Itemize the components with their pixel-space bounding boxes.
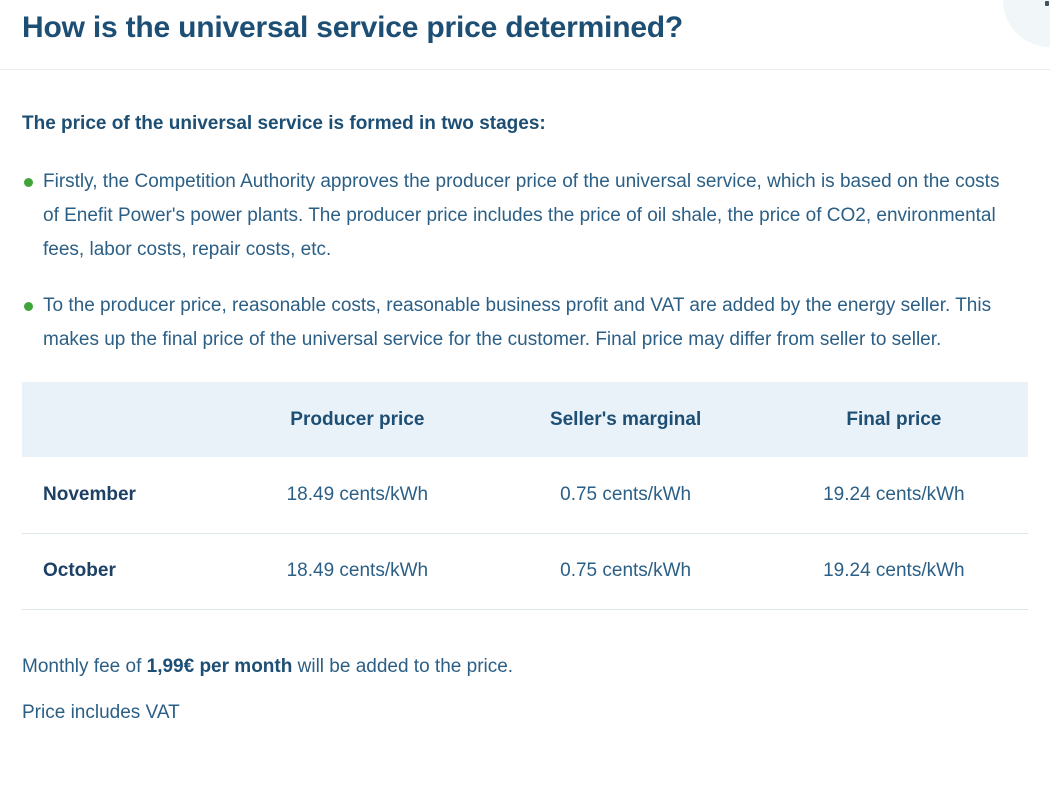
stages-list: Firstly, the Competition Authority appro… — [22, 165, 1028, 357]
table-row: November 18.49 cents/kWh 0.75 cents/kWh … — [22, 457, 1028, 534]
page-title: How is the universal service price deter… — [22, 11, 684, 44]
title-section: How is the universal service price deter… — [0, 0, 1050, 70]
price-table: Producer price Seller's marginal Final p… — [22, 382, 1028, 610]
column-header-producer-price: Producer price — [223, 382, 492, 457]
list-item: Firstly, the Competition Authority appro… — [22, 165, 1028, 267]
table-header-row: Producer price Seller's marginal Final p… — [22, 382, 1028, 457]
bullet-dot-icon — [24, 302, 33, 311]
monthly-fee-suffix: will be added to the price. — [292, 655, 514, 677]
intro-text: The price of the universal service is fo… — [22, 113, 546, 134]
bullet-text: Firstly, the Competition Authority appro… — [43, 171, 1000, 260]
column-header-final-price: Final price — [759, 382, 1028, 457]
cell-sellers-marginal: 0.75 cents/kWh — [491, 533, 760, 610]
cell-producer-price: 18.49 cents/kWh — [223, 457, 492, 534]
row-label-november: November — [22, 457, 224, 534]
monthly-fee-note: Monthly fee of 1,99€ per month will be a… — [22, 655, 1028, 679]
column-header-sellers-marginal: Seller's marginal — [491, 382, 760, 457]
vat-note: Price includes VAT — [22, 701, 180, 723]
row-label-october: October — [22, 533, 224, 610]
cell-producer-price: 18.49 cents/kWh — [223, 533, 492, 610]
cell-final-price: 19.24 cents/kWh — [759, 457, 1028, 534]
monthly-fee-amount: 1,99€ per month — [146, 655, 293, 677]
list-item: To the producer price, reasonable costs,… — [22, 289, 1028, 357]
column-header-empty — [22, 382, 224, 457]
bullet-dot-icon — [24, 178, 33, 187]
cell-final-price: 19.24 cents/kWh — [759, 533, 1028, 610]
cell-sellers-marginal: 0.75 cents/kWh — [491, 457, 760, 534]
cropped-corner-element — [1045, 1, 1049, 6]
monthly-fee-prefix: Monthly fee of — [22, 655, 147, 677]
bullet-text: To the producer price, reasonable costs,… — [43, 295, 992, 350]
table-row: October 18.49 cents/kWh 0.75 cents/kWh 1… — [22, 533, 1028, 610]
